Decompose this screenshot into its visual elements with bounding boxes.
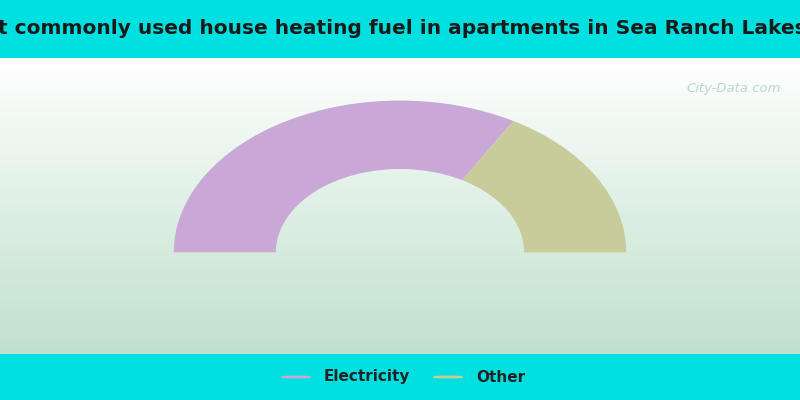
Wedge shape (462, 121, 626, 252)
Wedge shape (174, 100, 514, 252)
Circle shape (282, 376, 310, 378)
Text: Other: Other (476, 370, 525, 384)
Text: City-Data.com: City-Data.com (686, 82, 781, 95)
Text: Electricity: Electricity (324, 370, 410, 384)
Text: Most commonly used house heating fuel in apartments in Sea Ranch Lakes, FL: Most commonly used house heating fuel in… (0, 20, 800, 38)
Circle shape (434, 376, 462, 378)
